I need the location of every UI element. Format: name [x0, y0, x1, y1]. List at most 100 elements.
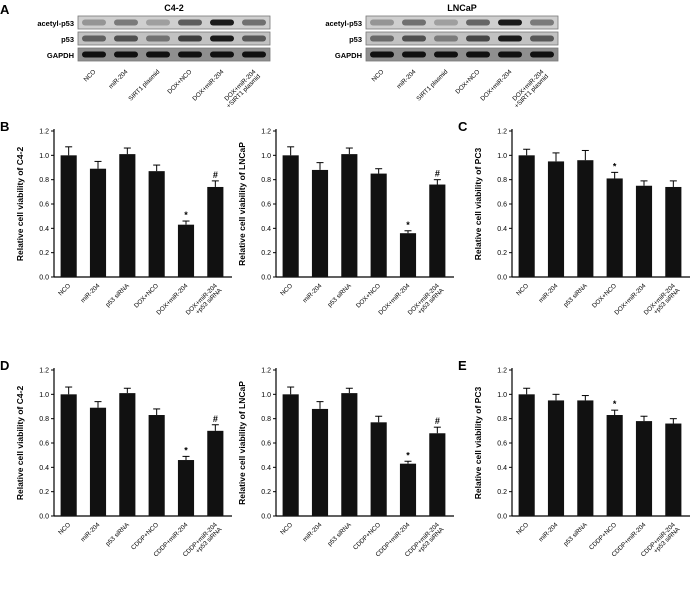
x-tick-label: DOX+miR-204+p53 siRNA — [185, 282, 224, 321]
sig-marker: # — [435, 416, 440, 426]
blot-band — [146, 19, 170, 26]
panel-label-a: A — [0, 2, 10, 17]
y-tick-label: 0.4 — [261, 226, 271, 233]
blot-strip — [77, 15, 271, 30]
x-tick-label: CDDP+NCO — [130, 521, 160, 551]
y-tick-label: 0.6 — [497, 202, 507, 209]
blot-title: LNCaP — [447, 3, 477, 13]
sig-marker: * — [184, 210, 188, 220]
blot-band — [114, 35, 138, 42]
bar — [547, 161, 565, 277]
blot-band — [114, 51, 138, 58]
bar — [148, 415, 165, 516]
lane-label: DOX+NCO — [166, 68, 193, 95]
bar — [429, 184, 446, 277]
bar — [399, 463, 417, 516]
y-tick-label: 0.2 — [497, 250, 507, 257]
y-tick-label: 0.0 — [497, 275, 507, 282]
y-tick-label: 0.6 — [261, 202, 271, 209]
blot-band — [82, 19, 106, 26]
bar — [518, 155, 535, 277]
x-tick-label: miR-204 — [538, 282, 560, 304]
blot-band — [242, 51, 266, 58]
y-tick-label: 0.6 — [497, 441, 507, 448]
blot-title: C4-2 — [164, 3, 184, 13]
bar-chart-svg: 0.0 0.2 0.4 0.6 0.8 1.0 1.2 Relative cell viabi… — [237, 129, 454, 316]
bar — [282, 155, 299, 277]
bar — [577, 400, 594, 516]
x-tick-label: miR-204 — [302, 521, 324, 543]
y-tick-label: 1.0 — [497, 153, 507, 160]
x-tick-label: NCO — [57, 282, 72, 297]
blot-band — [178, 35, 202, 42]
bar — [119, 393, 136, 516]
blot-band — [242, 35, 266, 42]
y-tick-label: 0.8 — [497, 177, 507, 184]
blot-row-label: p53 — [61, 35, 74, 44]
blot-band — [146, 35, 170, 42]
lane-label: miR-204 — [108, 68, 130, 90]
sig-marker: * — [613, 161, 617, 171]
blot-band — [466, 35, 490, 42]
y-tick-label: 0.6 — [39, 441, 49, 448]
blot-band — [82, 35, 106, 42]
panel-d-e-row: D 0.0 0.2 0.4 0.6 0.8 1.0 1.2 Relative cell via… — [0, 358, 700, 597]
bar — [547, 400, 565, 516]
blot-band — [370, 51, 394, 58]
blot-band — [434, 35, 458, 42]
y-tick-label: 1.2 — [261, 129, 271, 136]
blot-band — [82, 51, 106, 58]
y-axis-label: Relative cell viability of PC3 — [473, 148, 483, 261]
blot-row-label: GAPDH — [47, 51, 74, 60]
x-tick-label: DOX+NCO — [133, 282, 160, 309]
x-tick-label: DOX+NCO — [591, 282, 618, 309]
blot-strip — [365, 47, 559, 62]
sig-marker: # — [213, 414, 218, 424]
x-tick-label: p53 siRNA — [563, 282, 590, 309]
bar — [282, 394, 299, 516]
lane-label: DOX+miR-204 — [479, 68, 513, 102]
bar — [89, 168, 107, 277]
panel-label-d: D — [0, 358, 10, 373]
lane-label: DOX+miR-204+SIRT1 plasmid — [509, 68, 551, 110]
y-axis-label: Relative cell viability of LNCaP — [237, 381, 247, 505]
panel-label-c: C — [458, 119, 468, 134]
x-tick-label: p53 siRNA — [327, 521, 354, 548]
y-tick-label: 0.4 — [497, 226, 507, 233]
y-tick-label: 0.2 — [261, 250, 271, 257]
bar — [177, 460, 195, 516]
y-tick-label: 1.2 — [39, 368, 49, 375]
panel-b-c-row: B 0.0 0.2 0.4 0.6 0.8 1.0 1.2 Relative cell via… — [0, 119, 700, 358]
blot-band — [498, 51, 522, 58]
y-tick-label: 0.4 — [497, 465, 507, 472]
x-tick-label: NCO — [515, 282, 530, 297]
bar — [635, 185, 653, 277]
blot-strip — [365, 31, 559, 46]
y-tick-label: 0.8 — [39, 177, 49, 184]
bar-chart-cddp-lncap: 0.0 0.2 0.4 0.6 0.8 1.0 1.2 Relative cell viabi… — [236, 358, 458, 597]
sig-marker: * — [406, 220, 410, 230]
y-tick-label: 0.6 — [39, 202, 49, 209]
paper-figure: A C4-2 acetyl-p53 p53 GAPDH NCO miR-204 SIRT1 … — [0, 2, 700, 559]
blot-band — [210, 19, 234, 26]
y-tick-label: 0.0 — [261, 275, 271, 282]
y-tick-label: 0.4 — [39, 226, 49, 233]
blot-band — [466, 51, 490, 58]
bar — [341, 393, 358, 516]
x-tick-label: CDDP+NCO — [352, 521, 382, 551]
blot-band — [210, 51, 234, 58]
bar-chart-dox-lncap: 0.0 0.2 0.4 0.6 0.8 1.0 1.2 Relative cell viabi… — [236, 119, 458, 358]
bar — [518, 394, 535, 516]
bar — [399, 233, 417, 277]
bar-chart-dox-c4-2: 0.0 0.2 0.4 0.6 0.8 1.0 1.2 Relative cell viabi… — [14, 119, 236, 358]
x-tick-label: DOX+miR-204+p53 siRNA — [643, 282, 682, 321]
bar — [119, 154, 136, 277]
y-tick-label: 0.2 — [39, 250, 49, 257]
panel-label-e: E — [458, 358, 467, 373]
panel-a-row: A C4-2 acetyl-p53 p53 GAPDH NCO miR-204 SIRT1 … — [0, 2, 700, 119]
lane-label: SIRT1 plasmid — [415, 68, 449, 102]
bar-chart-svg: 0.0 0.2 0.4 0.6 0.8 1.0 1.2 Relative cell viabi… — [15, 129, 232, 321]
bar — [207, 186, 224, 277]
sig-marker: * — [184, 445, 188, 455]
